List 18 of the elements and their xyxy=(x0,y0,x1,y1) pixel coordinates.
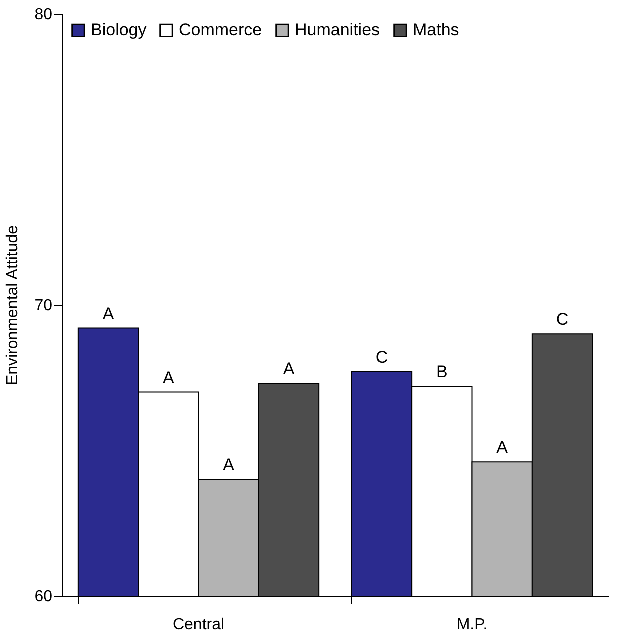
data-label: A xyxy=(223,456,236,475)
data-label: B xyxy=(436,362,448,382)
legend-label: Biology xyxy=(91,20,148,40)
x-tick-label: Central xyxy=(172,616,225,634)
legend-label: Humanities xyxy=(295,20,380,40)
legend-label: Commerce xyxy=(179,20,262,40)
data-label: A xyxy=(162,368,175,388)
data-label: C xyxy=(556,310,569,330)
data-label: A xyxy=(102,304,115,324)
data-label: C xyxy=(376,348,388,367)
y-tick-label: 70 xyxy=(34,298,53,314)
legend-label: Maths xyxy=(413,20,460,40)
x-tick-label: M.P. xyxy=(456,616,488,634)
data-label: A xyxy=(283,360,296,379)
y-axis-title: Environmental Attitude xyxy=(4,225,22,386)
y-tick-label: 80 xyxy=(34,6,53,24)
y-tick-label: 60 xyxy=(34,588,53,606)
data-label: A xyxy=(496,438,509,458)
